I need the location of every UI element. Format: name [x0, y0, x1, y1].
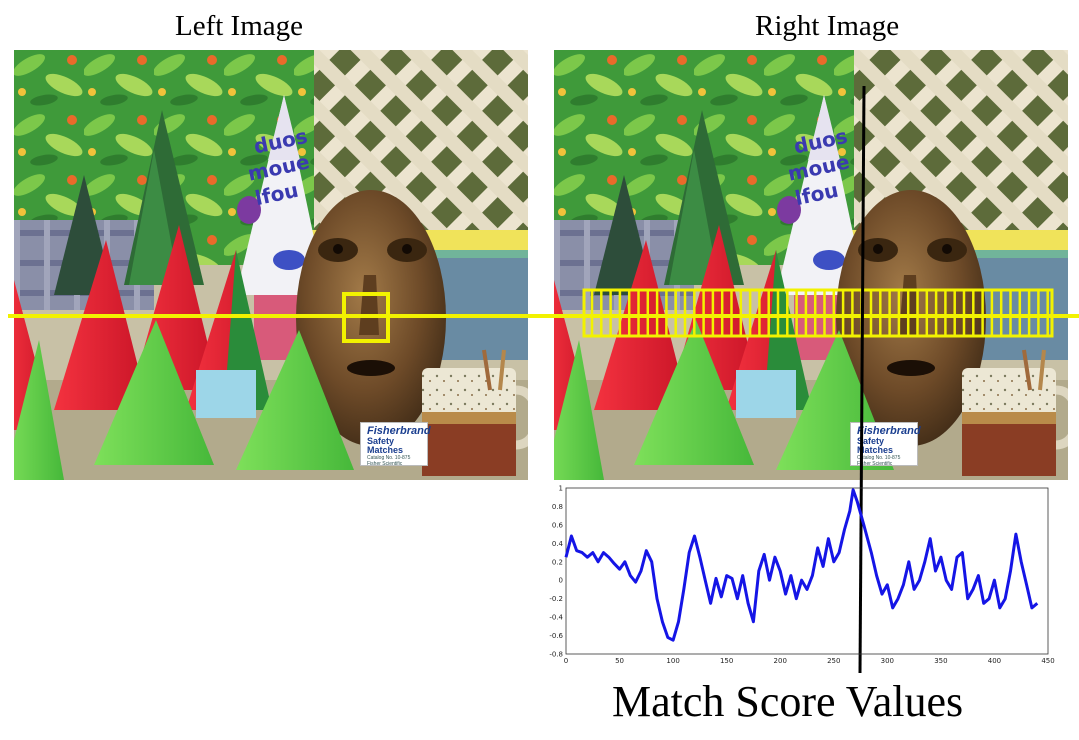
matchbox-brand: Fisherbrand [367, 425, 431, 437]
matchbox-product-right: Safety Matches [857, 436, 894, 455]
matchbox-catalog: Catalog No. 10-875 [367, 455, 411, 461]
plot-tick-labels: 0 50 100 150 200 250 300 350 400 450 -0.8 -0.6 -0.4 -… [549, 485, 1054, 666]
x-tick-label: 450 [1041, 657, 1054, 665]
matchbox-brand-right: Fisherbrand [857, 425, 921, 437]
plot-frame [565, 487, 1049, 655]
match-score-curve [564, 488, 1039, 642]
match-score-caption: Match Score Values [612, 677, 964, 726]
y-tick-label: 0.4 [552, 540, 564, 548]
x-tick-label: 350 [934, 657, 947, 665]
y-tick-label: 1 [559, 485, 563, 493]
right-stereo-image: duos moue lfou Fisherbrand Safety Matches … [554, 50, 1068, 480]
x-tick-label: 0 [564, 657, 568, 665]
y-tick-label: -0.8 [549, 651, 563, 659]
y-tick-label: 0.6 [552, 521, 564, 529]
x-tick-label: 400 [988, 657, 1001, 665]
x-tick-label: 150 [720, 657, 733, 665]
x-tick-label: 100 [666, 657, 679, 665]
y-tick-label: -0.4 [549, 614, 563, 622]
matchbox-maker: Fisher Scientific [367, 461, 403, 467]
y-tick-label: 0.8 [552, 503, 563, 511]
matchbox-label-right: Fisherbrand Safety Matches Catalog No. 1… [850, 422, 921, 467]
y-tick-label: -0.2 [549, 595, 563, 603]
right-image-title: Right Image [755, 10, 900, 42]
x-tick-label: 250 [827, 657, 840, 665]
y-tick-label: -0.6 [549, 632, 563, 640]
x-tick-label: 50 [615, 657, 624, 665]
match-score-plot: 0 50 100 150 200 250 300 350 400 450 -0.8 -0.6 -0.4 -… [549, 485, 1054, 666]
x-tick-label: 300 [881, 657, 894, 665]
matchbox-label: Fisherbrand Safety Matches Catalog No. 1… [360, 422, 431, 467]
y-tick-label: 0.2 [552, 558, 563, 566]
matchbox-catalog-right: Catalog No. 10-875 [857, 455, 901, 461]
x-tick-label: 200 [774, 657, 787, 665]
plot-axes [565, 487, 1049, 655]
left-image-title: Left Image [175, 10, 304, 42]
matchbox-maker-right: Fisher Scientific [857, 461, 893, 467]
y-tick-label: 0 [559, 577, 563, 585]
matchbox-product: Safety Matches [367, 436, 404, 455]
left-stereo-image: duos moue lfou Fisherbrand Safety Matches … [14, 50, 528, 480]
